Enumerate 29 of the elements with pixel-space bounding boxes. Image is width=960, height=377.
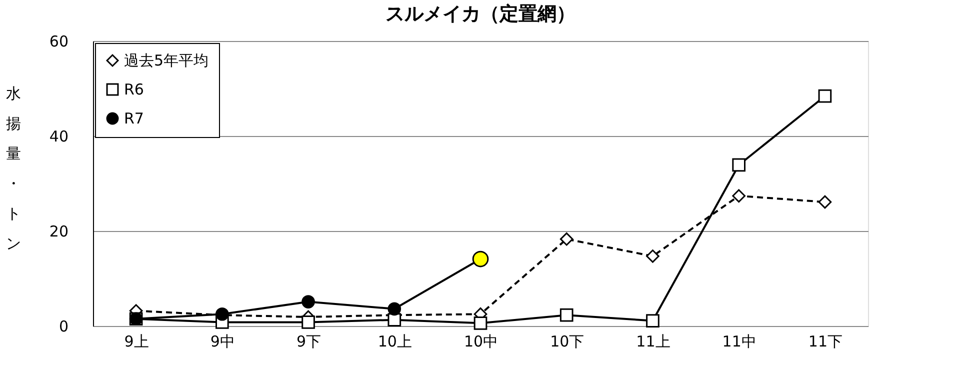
x-tick-label: 11中: [722, 332, 756, 350]
point: [732, 189, 746, 203]
x-tick-label: 10下: [550, 332, 584, 350]
point: [302, 295, 315, 308]
x-tick-label: 10上: [378, 332, 412, 350]
x-tick-label: 11下: [808, 332, 842, 350]
point: [302, 316, 315, 329]
x-tick-label: 9中: [210, 332, 235, 350]
point: [560, 308, 574, 322]
legend-label: 過去5年平均: [124, 52, 209, 70]
chart-title: スルメイカ（定置網）: [386, 3, 576, 25]
y-tick-label: 60: [49, 32, 68, 50]
x-tick-label: 10中: [464, 332, 498, 350]
point: [818, 89, 832, 103]
point: [388, 313, 402, 326]
y-tick-label: 20: [49, 222, 68, 240]
legend-label: R6: [124, 80, 144, 98]
y-tick-label: 0: [58, 318, 68, 336]
x-tick-label: 9下: [296, 332, 322, 350]
x-tick-label: 11上: [636, 332, 670, 350]
legend-label: R7: [124, 110, 144, 128]
x-tick-label: 9上: [124, 332, 149, 350]
point: [474, 316, 488, 330]
point: [732, 158, 746, 172]
point: [646, 314, 660, 328]
point: [388, 302, 402, 316]
point: [560, 232, 574, 246]
y-axis-title: 水揚量・トン: [6, 84, 21, 252]
y-tick-label: 40: [49, 128, 68, 146]
